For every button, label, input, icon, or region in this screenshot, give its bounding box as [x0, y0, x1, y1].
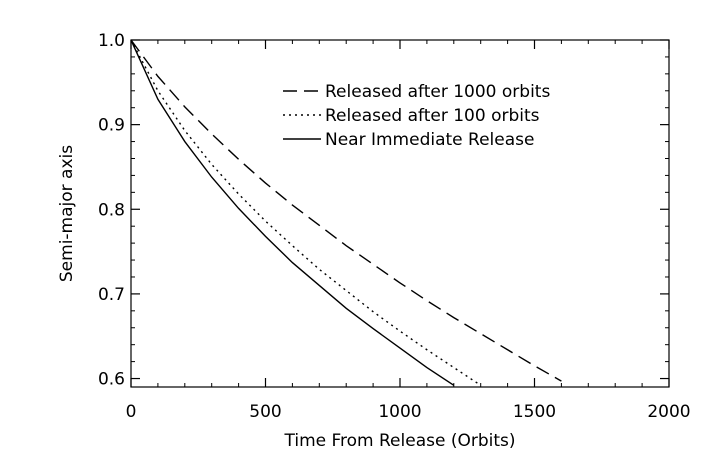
y-tick-label: 0.7 — [98, 285, 125, 305]
legend-label-2: Released after 100 orbits — [325, 106, 540, 126]
legend-label-1: Released after 1000 orbits — [325, 82, 550, 102]
legend: Released after 1000 orbits Released after… — [283, 82, 550, 150]
x-tick-label: 0 — [126, 402, 137, 422]
x-tick-label: 1000 — [378, 402, 421, 422]
x-tick-label: 2000 — [647, 402, 690, 422]
x-axis-title: Time From Release (Orbits) — [283, 431, 515, 451]
series-line-1 — [131, 40, 562, 382]
y-tick-label: 0.6 — [98, 370, 125, 390]
x-tick-label: 500 — [249, 402, 281, 422]
x-axis: 0 500 1000 1500 2000 — [126, 40, 691, 422]
y-tick-label: 0.9 — [98, 116, 125, 136]
y-axis-title: Semi-major axis — [57, 145, 77, 282]
legend-label-3: Near Immediate Release — [325, 130, 534, 150]
y-tick-label: 0.8 — [98, 200, 125, 220]
series-group — [131, 40, 562, 386]
series-line-3 — [131, 40, 455, 386]
y-axis: 0.6 0.7 0.8 0.9 1.0 — [98, 31, 669, 390]
x-tick-label: 1500 — [513, 402, 556, 422]
y-tick-label: 1.0 — [98, 31, 125, 51]
